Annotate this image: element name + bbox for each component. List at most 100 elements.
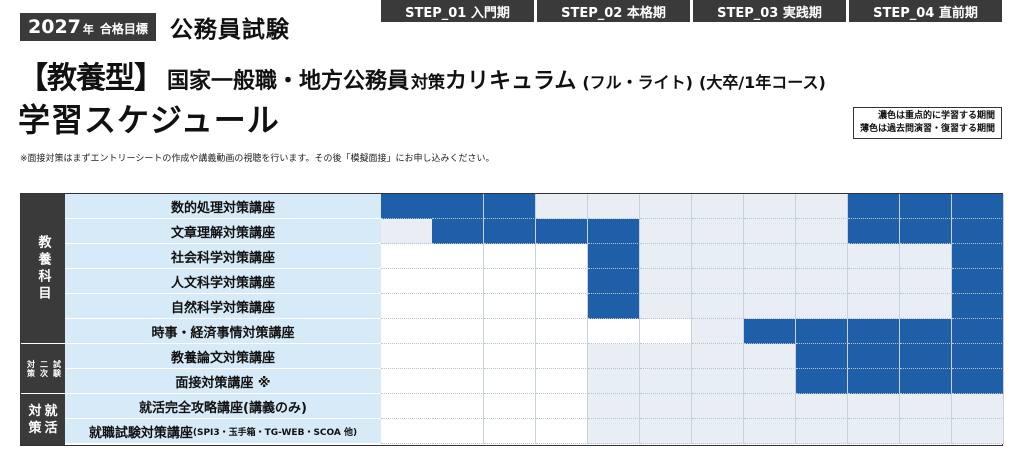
schedule-cell-review	[692, 219, 744, 244]
course-name: 教養論文対策講座	[170, 350, 275, 366]
schedule-cell-empty	[484, 319, 536, 344]
schedule-cell-focus	[900, 369, 952, 394]
course-row-label: 面接対策講座 ※	[65, 369, 381, 394]
schedule-cell-review	[796, 269, 848, 294]
schedule-cell-focus	[848, 369, 900, 394]
schedule-cell-focus	[588, 219, 640, 244]
schedule-cell-focus	[432, 194, 484, 219]
year: 2027	[28, 16, 81, 38]
variant: (フル・ライト)	[582, 73, 693, 92]
curriculum-mid: 対策	[411, 73, 446, 93]
schedule-cell-review	[796, 419, 848, 444]
schedule-cell-empty	[536, 369, 588, 394]
course-name: 人文科学対策講座	[170, 275, 275, 291]
course-name: 社会科学対策講座	[170, 250, 275, 266]
schedule-cell-empty	[381, 319, 433, 344]
exam-title: 公務員試験	[169, 17, 290, 43]
schedule-cell-review	[744, 294, 796, 319]
schedule-cell-focus	[744, 319, 796, 344]
schedule-cell-focus	[952, 344, 1004, 369]
category-char: 活	[44, 420, 58, 436]
schedule-cell-review	[640, 394, 692, 419]
schedule-cell-focus	[848, 194, 900, 219]
schedule-cell-empty	[484, 244, 536, 269]
schedule-cell-review	[848, 394, 900, 419]
schedule-cell-focus	[848, 219, 900, 244]
schedule-cell-review	[640, 369, 692, 394]
category-label-b: 試験	[52, 359, 62, 378]
step-header-4: STEP_04 直前期	[849, 0, 1002, 22]
category-liberal-arts: 教養科目	[21, 194, 65, 344]
schedule-cell-review	[848, 294, 900, 319]
schedule-cell-empty	[536, 419, 588, 444]
schedule-cell-focus	[536, 219, 588, 244]
category-label-a: 二次	[39, 359, 49, 378]
year-badge: 2027 年 合格目標	[20, 13, 156, 41]
legend-box: 濃色は重点的に学習する期間 薄色は過去問演習・復習する期間	[852, 107, 1002, 139]
schedule-cell-focus	[484, 219, 536, 244]
schedule-cell-focus	[432, 219, 484, 244]
pass-target: 合格目標	[99, 22, 148, 36]
schedule-cell-review	[796, 194, 848, 219]
schedule-cell-review	[692, 194, 744, 219]
course-name: 就職試験対策講座	[88, 425, 193, 441]
category-char: 対	[28, 403, 42, 419]
schedule-cell-empty	[536, 344, 588, 369]
schedule-cell-review	[744, 419, 796, 444]
schedule-cell-focus	[796, 319, 848, 344]
step-header-1: STEP_01 入門期	[381, 0, 534, 22]
schedule-cell-review	[692, 294, 744, 319]
schedule-cell-review	[692, 419, 744, 444]
schedule-cell-empty	[381, 369, 433, 394]
schedule-cell-empty	[484, 269, 536, 294]
schedule-cell-review	[692, 244, 744, 269]
schedule-cell-review	[744, 344, 796, 369]
course-subtitle: (SPI3・玉手箱・TG-WEB・SCOA 他)	[192, 427, 358, 438]
schedule-cell-review	[640, 294, 692, 319]
schedule-cell-review	[796, 219, 848, 244]
course-row-label: 教養論文対策講座	[65, 344, 381, 369]
course-name: 時事・経済事情対策講座	[151, 325, 295, 341]
schedule-cell-empty	[640, 319, 692, 344]
category-job-hunting: 対 就 策 活	[21, 394, 65, 445]
schedule-cell-focus	[952, 219, 1004, 244]
type-label: 【教養型】	[18, 61, 164, 96]
schedule-cell-empty	[432, 319, 484, 344]
schedule-cell-review	[536, 194, 588, 219]
schedule-cell-empty	[432, 269, 484, 294]
schedule-cell-empty	[432, 344, 484, 369]
schedule-cell-focus	[900, 219, 952, 244]
schedule-cell-review	[900, 419, 952, 444]
course-row-label: 文章理解対策講座	[65, 219, 381, 244]
schedule-title: 学習スケジュール	[18, 101, 280, 139]
schedule-cell-empty	[381, 269, 433, 294]
schedule-cell-review	[692, 319, 744, 344]
schedule-cell-review	[381, 219, 433, 244]
schedule-cell-focus	[588, 294, 640, 319]
schedule-cell-review	[744, 219, 796, 244]
schedule-cell-empty	[536, 244, 588, 269]
schedule-cell-review	[796, 394, 848, 419]
schedule-cell-review	[952, 419, 1004, 444]
schedule-cell-focus	[952, 244, 1004, 269]
course-row-label: 数的処理対策講座	[65, 194, 381, 219]
schedule-cell-review	[640, 244, 692, 269]
schedule-cell-review	[588, 344, 640, 369]
schedule-cell-empty	[484, 344, 536, 369]
schedule-cell-review	[640, 419, 692, 444]
schedule-cell-review	[588, 369, 640, 394]
course-row-label: 人文科学対策講座	[65, 269, 381, 294]
course-row-label: 就活完全攻略講座(講義のみ)	[65, 394, 381, 419]
schedule-cell-review	[744, 369, 796, 394]
schedule-cell-focus	[952, 194, 1004, 219]
course-name: 文章理解対策講座	[170, 225, 275, 241]
year-suffix: 年	[82, 23, 94, 36]
schedule-cell-focus	[588, 269, 640, 294]
schedule-cell-review	[796, 294, 848, 319]
schedule-cell-empty	[432, 394, 484, 419]
schedule-cell-focus	[952, 319, 1004, 344]
schedule-cell-focus	[900, 319, 952, 344]
schedule-cell-review	[900, 244, 952, 269]
schedule-cell-empty	[381, 294, 433, 319]
schedule-cell-empty	[484, 369, 536, 394]
